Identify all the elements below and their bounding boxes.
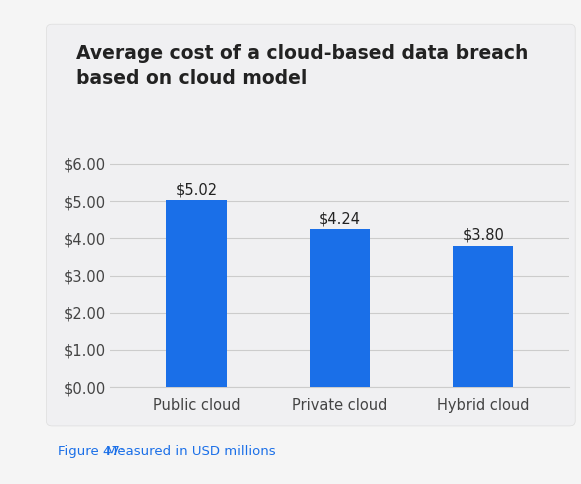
Text: $3.80: $3.80 [462,228,504,243]
Text: Figure 47:: Figure 47: [58,445,128,458]
Text: $4.24: $4.24 [319,212,361,227]
Bar [310,229,370,387]
Text: Measured in USD millions: Measured in USD millions [106,445,276,458]
Bar [453,246,514,387]
Text: Average cost of a cloud-based data breach
based on cloud model: Average cost of a cloud-based data breac… [76,44,528,88]
Bar [166,200,227,387]
Text: $5.02: $5.02 [175,182,217,197]
